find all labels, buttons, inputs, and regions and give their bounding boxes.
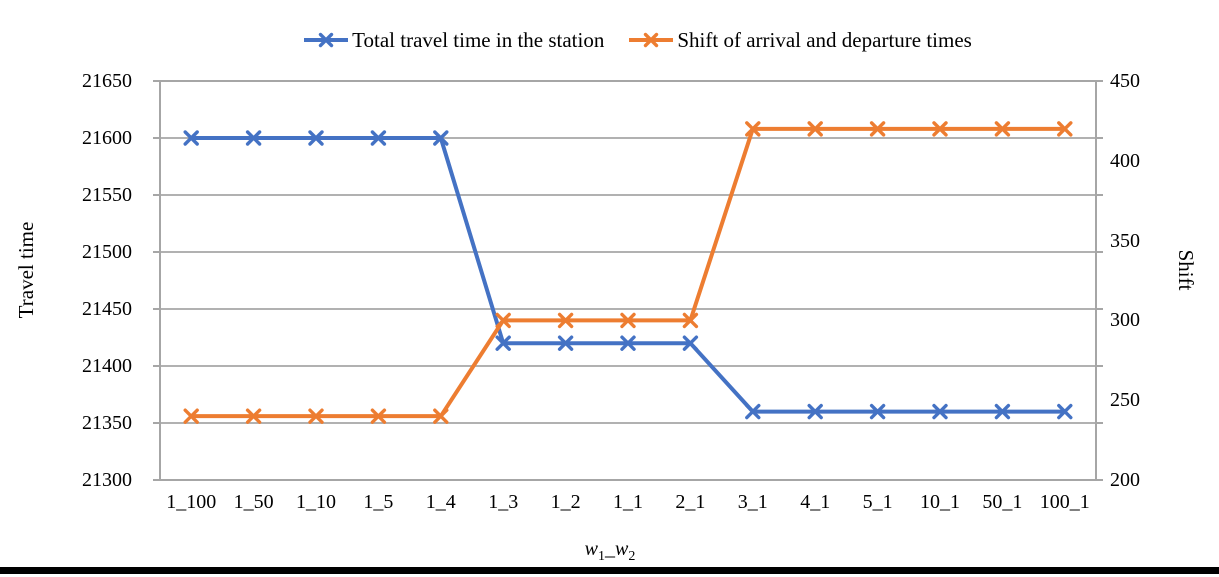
x-marker-icon — [433, 130, 449, 146]
x-marker-icon — [495, 335, 511, 351]
legend-label-1: Shift of arrival and departure times — [677, 27, 972, 52]
x-marker-icon — [807, 121, 823, 137]
x-marker-icon — [1057, 121, 1073, 137]
x-marker-icon — [869, 403, 886, 420]
x-marker-icon — [433, 408, 449, 424]
x-axis-title-w1: w — [584, 538, 598, 560]
x-marker-icon — [304, 32, 349, 48]
x-marker-icon — [745, 121, 761, 137]
left-axis-tick-label: 21600 — [82, 127, 132, 149]
x-marker-icon — [183, 408, 199, 424]
x-marker-icon — [994, 121, 1011, 137]
x-marker-icon — [629, 32, 674, 48]
series-line-0 — [189, 136, 1067, 414]
x-marker-icon — [495, 312, 511, 329]
x-axis-title-sub2: 2 — [628, 549, 636, 564]
right-axis-tick-label: 400 — [1110, 149, 1140, 172]
legend-label-0: Total travel time in the station — [352, 27, 605, 52]
left-axis-tick-label: 21400 — [82, 355, 132, 377]
x-axis-tick-label: 4_1 — [800, 491, 831, 513]
x-marker-icon — [370, 130, 387, 146]
left-axis-tick-label: 21500 — [82, 241, 132, 263]
left-axis-title: Travel time — [14, 221, 38, 319]
x-marker-icon — [1057, 403, 1073, 420]
x-axis-tick-label: 3_1 — [737, 491, 768, 513]
x-axis-tick-label: 1_50 — [233, 491, 274, 513]
legend: Total travel time in the station Shift of… — [0, 24, 1219, 56]
x-axis-tick-label: 1_4 — [425, 491, 456, 513]
x-axis-title-w2: w — [615, 538, 629, 560]
right-axis-tick-label: 300 — [1110, 309, 1140, 332]
x-marker-icon — [745, 403, 761, 420]
left-axis-tick-label: 21550 — [82, 184, 132, 206]
left-axis-tick-label: 21300 — [82, 469, 132, 491]
left-axis-tick-label: 21350 — [82, 412, 132, 434]
series-line-1 — [189, 126, 1067, 419]
right-axis-tick-label: 350 — [1110, 229, 1140, 252]
x-axis-tick-label: 10_1 — [920, 491, 960, 513]
x-marker-icon — [932, 121, 948, 137]
x-axis-tick-label: 1_10 — [296, 491, 336, 513]
x-axis-title: w1_w2 — [530, 538, 690, 565]
x-axis-tick-label: 5_1 — [862, 491, 893, 513]
right-axis-tick-label: 250 — [1110, 389, 1140, 412]
right-axis-title: Shift — [1174, 249, 1198, 291]
x-marker-icon — [620, 335, 636, 351]
x-marker-icon — [932, 403, 948, 420]
bottom-rule — [0, 567, 1219, 574]
left-axis-tick-label: 21650 — [82, 70, 132, 92]
x-axis-tick-label: 1_5 — [363, 491, 394, 513]
x-marker-icon — [308, 408, 324, 424]
x-marker-icon — [682, 335, 699, 351]
x-marker-icon — [557, 335, 574, 351]
x-axis-tick-label: 1_3 — [488, 491, 519, 513]
x-marker-icon — [682, 312, 699, 329]
left-axis-tick-label: 21450 — [82, 298, 132, 320]
plot-border — [159, 80, 1097, 481]
x-axis-title-separator: _ — [605, 538, 615, 560]
x-axis-tick-label: 100_1 — [1039, 491, 1090, 513]
right-axis-tick-label: 200 — [1110, 469, 1140, 491]
x-marker-icon — [620, 312, 636, 329]
x-axis-title-sub1: 1 — [598, 549, 605, 564]
x-marker-icon — [183, 130, 199, 146]
x-marker-icon — [557, 312, 574, 329]
x-marker-icon — [869, 121, 886, 137]
x-marker-icon — [245, 130, 262, 146]
x-axis-tick-label: 1_1 — [613, 491, 643, 513]
x-marker-icon — [807, 403, 823, 420]
legend-item-0[interactable]: Total travel time in the station — [303, 28, 604, 53]
x-axis-tick-label: 1_100 — [166, 491, 217, 513]
x-marker-icon — [245, 408, 262, 424]
x-axis-tick-label: 1_2 — [550, 491, 581, 513]
x-axis-tick-label: 50_1 — [982, 491, 1023, 513]
legend-item-1[interactable]: Shift of arrival and departure times — [628, 27, 972, 53]
x-marker-icon — [370, 408, 387, 424]
right-axis-tick-label: 450 — [1110, 70, 1140, 92]
x-axis-tick-label: 2_1 — [675, 491, 706, 513]
x-marker-icon — [994, 403, 1011, 420]
x-marker-icon — [308, 130, 324, 146]
